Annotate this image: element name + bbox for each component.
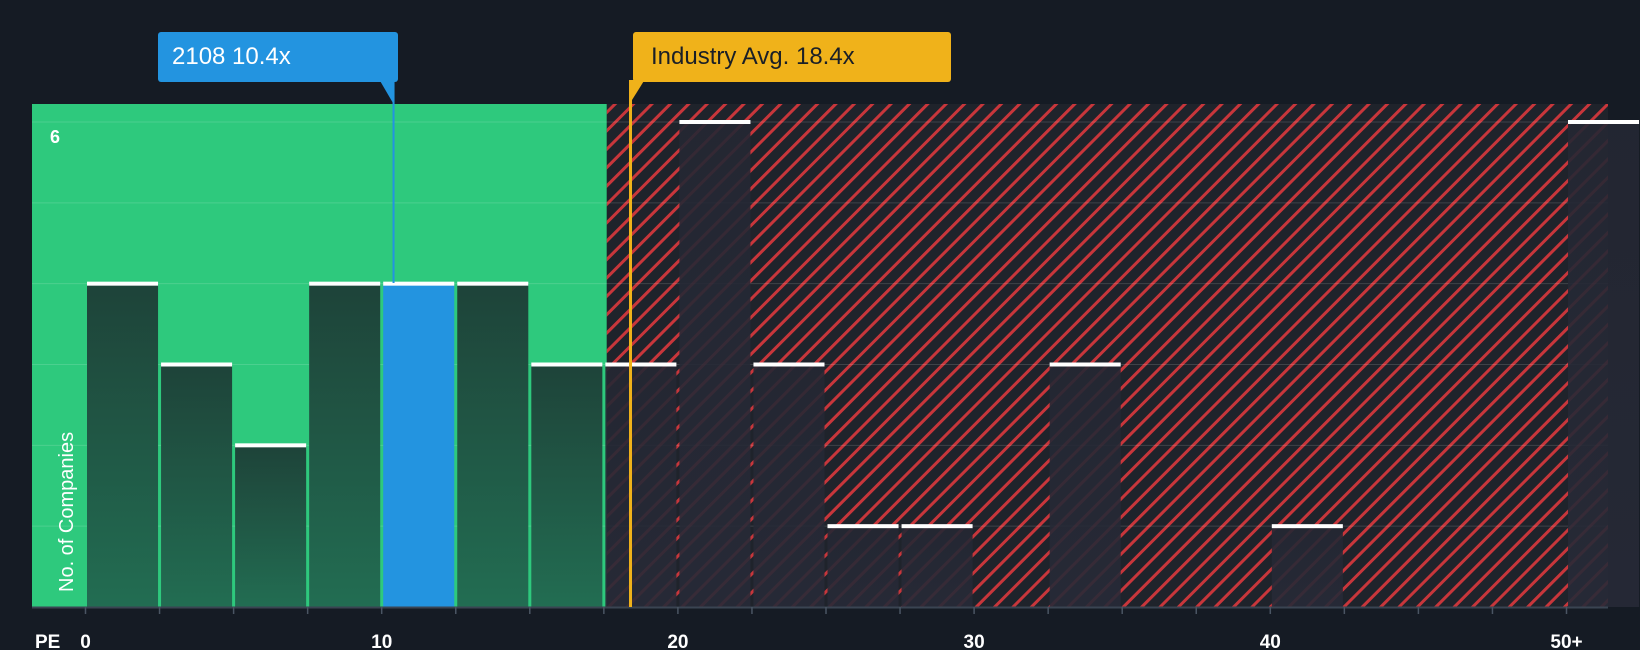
x-tick-label: 40: [1260, 632, 1281, 650]
bar-cap: [457, 281, 529, 286]
bar-cap: [827, 524, 899, 529]
y-tick-label: 6: [50, 127, 60, 147]
x-axis-title: PE: [35, 632, 60, 650]
histogram-bar: [309, 283, 381, 607]
bar-cap: [901, 524, 973, 529]
x-tick-label: 0: [80, 632, 91, 650]
bar-cap: [605, 362, 677, 367]
histogram-bar: [235, 445, 307, 607]
x-tick-label: 20: [667, 632, 688, 650]
x-tick-label: 10: [371, 632, 392, 650]
industry-callout-pointer: [629, 80, 645, 104]
histogram-bar: [1568, 122, 1640, 607]
company-pe-label: 2108 10.4x: [172, 43, 291, 70]
bar-cap: [679, 120, 751, 124]
company-callout-pointer: [379, 80, 394, 104]
company-pe-callout: 2108 10.4x: [158, 32, 398, 82]
value-markers: [379, 80, 645, 607]
bar-cap: [383, 281, 455, 286]
x-tick-label: 50+: [1550, 632, 1582, 650]
x-tick-label: 30: [964, 632, 985, 650]
histogram-bar: [901, 526, 973, 607]
industry-avg-callout: Industry Avg. 18.4x: [633, 32, 951, 82]
bar-cap: [235, 443, 307, 448]
histogram-bar: [605, 364, 677, 607]
bar-cap: [531, 362, 603, 367]
bar-cap: [1271, 524, 1343, 529]
tick-labels: PE 0 10 20 30 40 50+ 6: [35, 127, 1583, 650]
histogram-bar: [679, 122, 751, 607]
histogram-bar: [161, 364, 233, 607]
bar-cap: [753, 362, 825, 367]
bar-cap: [87, 281, 159, 286]
bar-caps: [87, 120, 1640, 529]
y-axis-title: No. of Companies: [56, 431, 78, 592]
histogram-bar: [753, 364, 825, 607]
bar-cap: [1049, 362, 1121, 367]
histogram-bar: [531, 364, 603, 607]
bar-cap: [1568, 120, 1640, 124]
x-axis: [32, 606, 1608, 614]
histogram-bar: [383, 283, 455, 607]
industry-avg-label: Industry Avg. 18.4x: [651, 43, 855, 70]
bars: [87, 122, 1640, 607]
histogram-bar: [87, 283, 159, 607]
bar-cap: [161, 362, 233, 367]
histogram-bar: [1271, 526, 1343, 607]
histogram-bar: [457, 283, 529, 607]
histogram-bar: [827, 526, 899, 607]
bar-cap: [309, 281, 381, 286]
histogram-bar: [1049, 364, 1121, 607]
